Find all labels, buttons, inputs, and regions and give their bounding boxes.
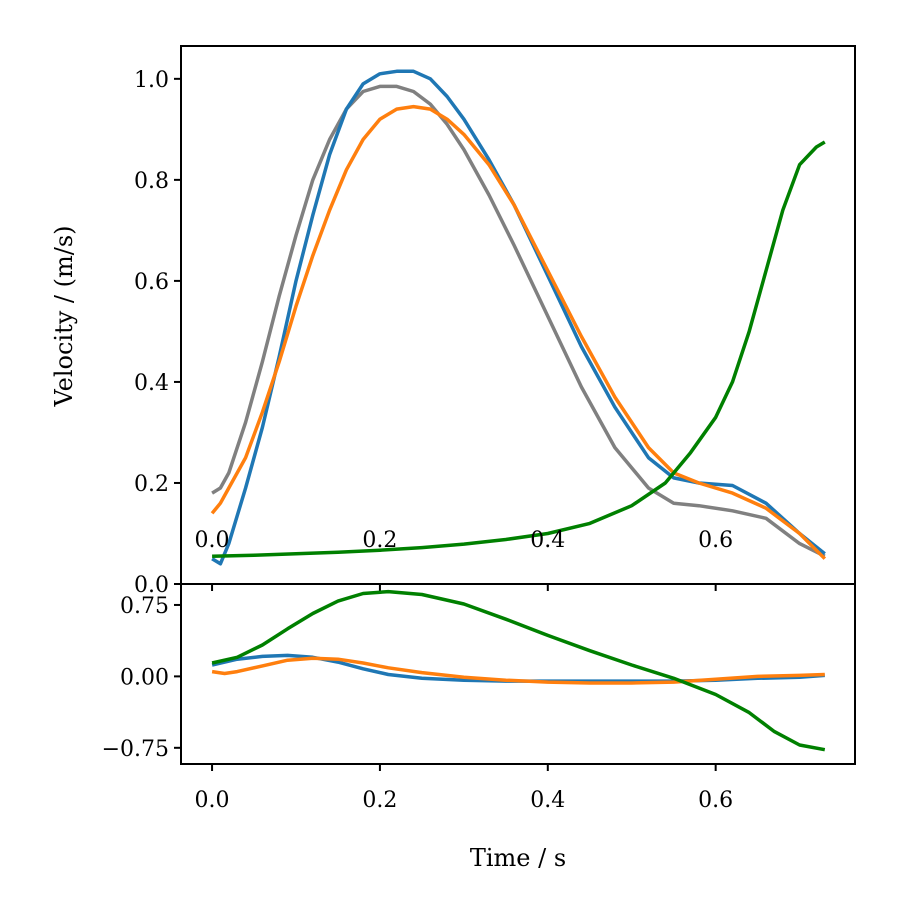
velocity-series-orange-line bbox=[210, 104, 827, 560]
derivative-y-tick-label: −0.75 bbox=[102, 737, 169, 762]
derivative-x-tick-label: 0.0 bbox=[195, 788, 230, 813]
velocity-series-green-line bbox=[212, 140, 826, 558]
velocity-y-tick-label: 0.6 bbox=[134, 270, 169, 295]
velocity-x-tick-label: 0.2 bbox=[362, 528, 397, 553]
derivative-x-tick-label: 0.4 bbox=[530, 788, 565, 813]
velocity-y-axis-label: Velocity / (m/s) bbox=[50, 225, 78, 407]
derivative-axes-frame bbox=[180, 583, 856, 765]
derivative-y-tick-label: 0.75 bbox=[120, 594, 169, 619]
derivative-x-tick-label: 0.2 bbox=[362, 788, 397, 813]
derivative-x-ticks: 0.0 0.2 0.4 0.6 bbox=[195, 764, 733, 813]
derivative-series-orange-line bbox=[211, 656, 825, 685]
velocity-x-tick-label: 0.6 bbox=[698, 528, 733, 553]
velocity-panel: 0.0 0.2 0.4 0.6 0.0 0.2 0.4 0.6 0.8 1.0 Velocity… bbox=[50, 45, 856, 598]
derivative-series-group bbox=[211, 589, 826, 752]
velocity-y-ticks: 0.0 0.2 0.4 0.6 0.8 1.0 bbox=[134, 68, 181, 598]
velocity-x-ticks: 0.0 0.2 0.4 0.6 bbox=[195, 528, 733, 591]
velocity-y-tick-label: 1.0 bbox=[134, 68, 169, 93]
velocity-x-tick-label: 0.0 bbox=[195, 528, 230, 553]
derivative-panel: 0.0 0.2 0.4 0.6 −0.75 0.00 0.75 Time / s bbox=[102, 583, 856, 872]
velocity-series-gray-line bbox=[211, 84, 826, 558]
velocity-y-tick-label: 0.4 bbox=[134, 371, 169, 396]
velocity-y-tick-label: 0.8 bbox=[134, 169, 169, 194]
derivative-x-tick-label: 0.6 bbox=[698, 788, 733, 813]
derivative-y-tick-label: 0.00 bbox=[120, 665, 169, 690]
derivative-series-green-line bbox=[211, 589, 826, 752]
velocity-y-tick-label: 0.2 bbox=[134, 472, 169, 497]
velocity-x-tick-label: 0.4 bbox=[530, 528, 565, 553]
time-x-axis-label: Time / s bbox=[470, 844, 566, 872]
velocity-y-tick-label: 0.0 bbox=[134, 573, 169, 598]
derivative-y-ticks: −0.75 0.00 0.75 bbox=[102, 594, 181, 762]
velocity-series-group bbox=[210, 69, 827, 566]
